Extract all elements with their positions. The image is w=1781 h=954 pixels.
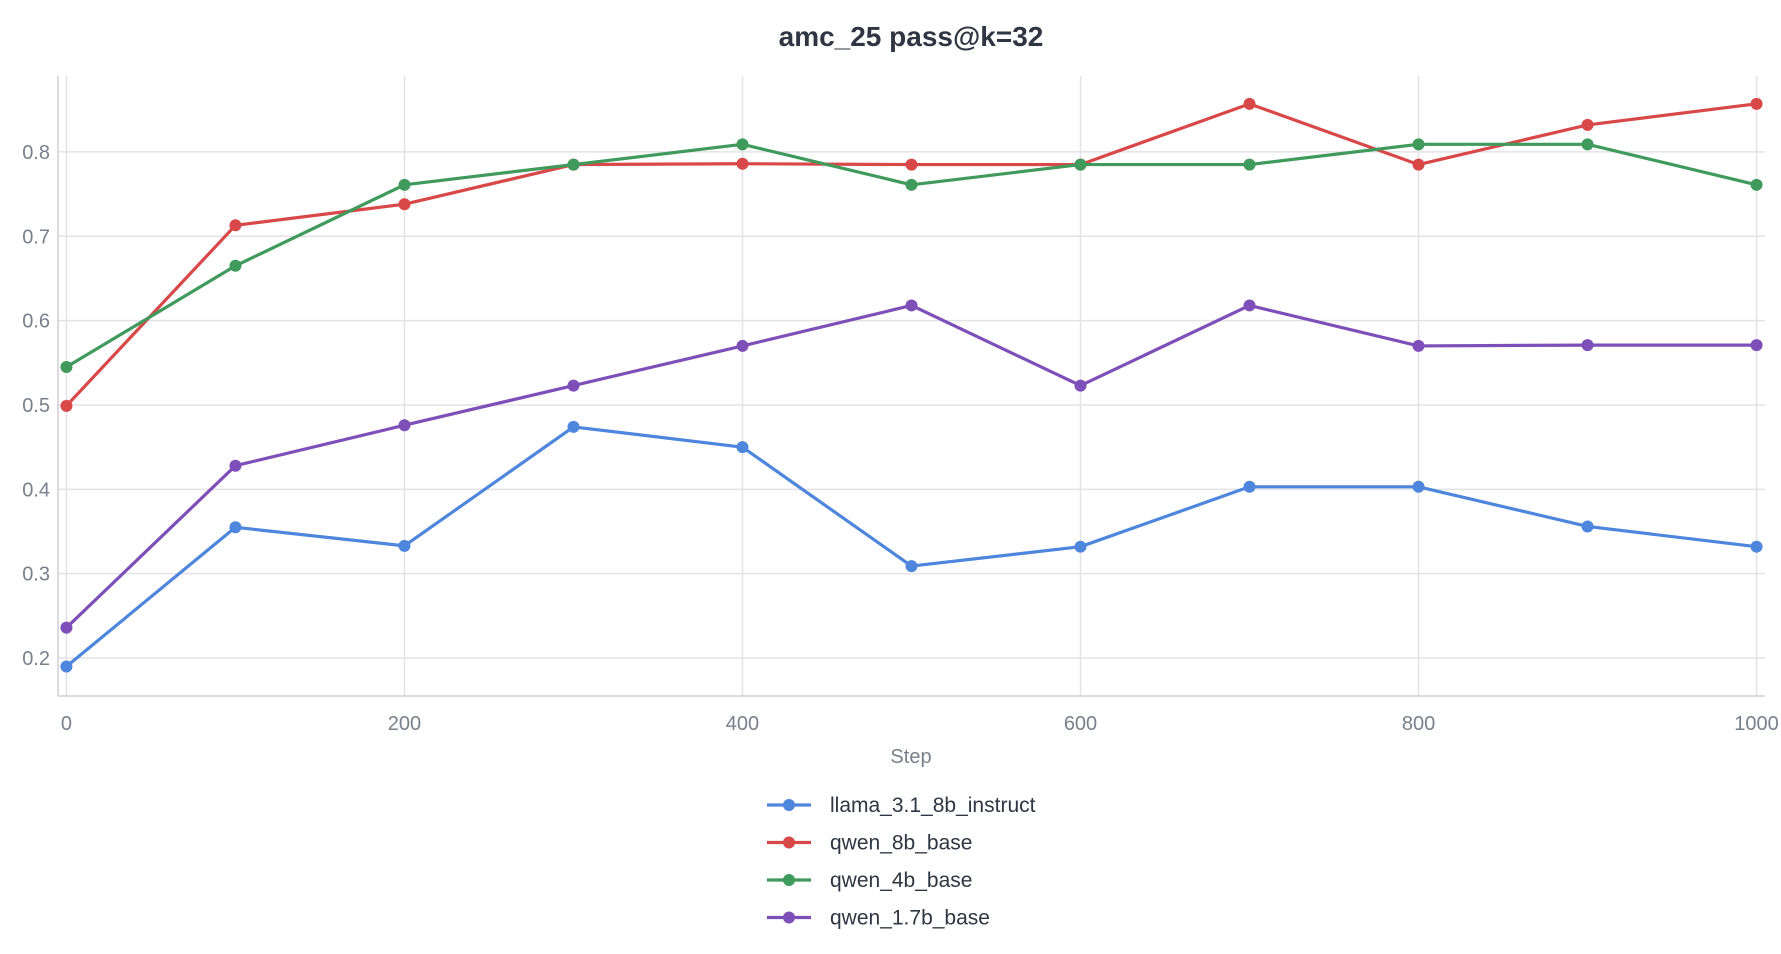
legend-swatch-marker xyxy=(783,836,795,849)
data-point[interactable] xyxy=(60,621,73,634)
data-point[interactable] xyxy=(1243,158,1256,171)
legend-item[interactable]: qwen_8b_base xyxy=(767,832,972,855)
data-point[interactable] xyxy=(60,399,73,412)
y-tick-label: 0.8 xyxy=(22,142,50,164)
data-point[interactable] xyxy=(1581,339,1594,352)
x-tick-label: 400 xyxy=(726,713,759,735)
data-point[interactable] xyxy=(1581,118,1594,131)
legend-label: llama_3.1_8b_instruct xyxy=(830,794,1036,817)
data-point[interactable] xyxy=(905,299,918,312)
y-tick-label: 0.3 xyxy=(22,564,50,586)
x-axis-title: Step xyxy=(890,746,931,768)
data-point[interactable] xyxy=(905,158,918,171)
series-line xyxy=(64,425,1759,669)
data-point[interactable] xyxy=(229,219,242,232)
data-point[interactable] xyxy=(398,419,411,432)
legend-item[interactable]: qwen_4b_base xyxy=(767,869,972,892)
x-tick-label: 0 xyxy=(61,713,72,735)
data-point[interactable] xyxy=(1243,299,1256,312)
series-line xyxy=(64,303,1759,630)
data-point[interactable] xyxy=(736,441,749,454)
data-point[interactable] xyxy=(1412,138,1425,151)
legend[interactable]: llama_3.1_8b_instruct qwen_8b_base qwen_4b… xyxy=(767,794,1036,930)
data-point[interactable] xyxy=(567,420,580,433)
data-point[interactable] xyxy=(229,521,242,534)
data-point[interactable] xyxy=(229,259,242,272)
data-point[interactable] xyxy=(567,379,580,392)
series-qwen_1.7b_base xyxy=(60,299,1763,634)
legend-swatch-marker xyxy=(783,799,795,811)
legend-item[interactable]: qwen_1.7b_base xyxy=(767,907,990,930)
data-point[interactable] xyxy=(229,459,242,472)
data-point[interactable] xyxy=(905,178,918,191)
legend-item[interactable]: llama_3.1_8b_instruct xyxy=(767,794,1036,817)
series-llama_3.1_8b_instruct xyxy=(60,420,1763,673)
legend-swatch-marker xyxy=(783,874,795,886)
data-point[interactable] xyxy=(1750,339,1763,352)
data-point[interactable] xyxy=(1750,540,1763,553)
x-tick-label: 1000 xyxy=(1734,713,1779,735)
data-point[interactable] xyxy=(1074,379,1087,392)
legend-swatch-marker xyxy=(783,911,795,924)
data-point[interactable] xyxy=(736,157,749,170)
data-point[interactable] xyxy=(1750,97,1763,110)
data-point[interactable] xyxy=(1412,158,1425,171)
series-lines xyxy=(60,97,1763,673)
series-line xyxy=(64,142,1759,369)
series-qwen_4b_base xyxy=(60,138,1763,374)
legend-label: qwen_8b_base xyxy=(830,832,972,855)
data-point[interactable] xyxy=(736,339,749,352)
data-point[interactable] xyxy=(1581,138,1594,151)
x-tick-label: 200 xyxy=(388,713,421,735)
data-point[interactable] xyxy=(398,178,411,191)
y-tick-label: 0.5 xyxy=(22,395,50,417)
data-point[interactable] xyxy=(905,560,918,573)
legend-label: qwen_1.7b_base xyxy=(830,907,990,930)
data-point[interactable] xyxy=(398,198,411,211)
data-point[interactable] xyxy=(736,138,749,151)
chart-title: amc_25 pass@k=32 xyxy=(779,21,1044,52)
data-point[interactable] xyxy=(1243,97,1256,110)
series-line xyxy=(64,102,1759,408)
y-tick-label: 0.4 xyxy=(22,479,50,501)
data-point[interactable] xyxy=(1074,540,1087,553)
data-point[interactable] xyxy=(1412,480,1425,493)
data-point[interactable] xyxy=(398,539,411,552)
data-point[interactable] xyxy=(567,158,580,171)
legend-label: qwen_4b_base xyxy=(830,869,972,892)
data-point[interactable] xyxy=(1412,339,1425,352)
y-tick-label: 0.6 xyxy=(22,311,50,333)
y-tick-label: 0.2 xyxy=(22,648,50,670)
axes: 0 200 400 600 800 1000 0.2 0.3 0.4 0.5 0.6 0.7 0.8 xyxy=(22,76,1779,735)
data-point[interactable] xyxy=(1581,520,1594,533)
x-tick-label: 800 xyxy=(1402,713,1435,735)
data-point[interactable] xyxy=(60,361,73,374)
data-point[interactable] xyxy=(60,660,73,673)
y-tick-label: 0.7 xyxy=(22,226,50,248)
data-point[interactable] xyxy=(1750,178,1763,191)
data-point[interactable] xyxy=(1074,158,1087,171)
x-tick-label: 600 xyxy=(1064,713,1097,735)
data-point[interactable] xyxy=(1243,480,1256,493)
